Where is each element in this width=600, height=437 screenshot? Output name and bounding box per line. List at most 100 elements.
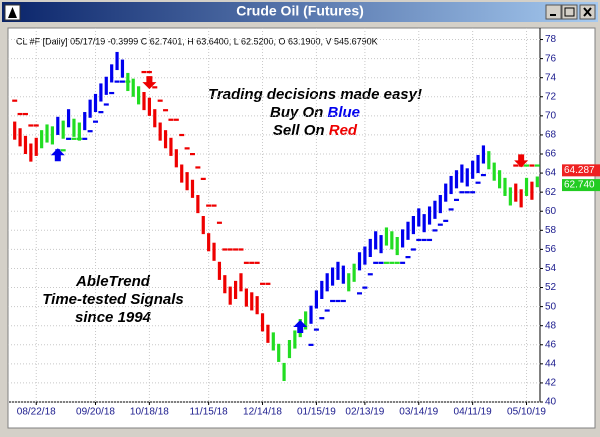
stop-dot — [254, 261, 260, 264]
x-tick-label: 02/13/19 — [345, 407, 384, 418]
stop-dot — [529, 164, 535, 167]
y-tick-label: 74 — [545, 72, 557, 83]
stop-dot — [114, 80, 120, 83]
x-tick-label: 04/11/19 — [454, 407, 493, 418]
stop-dot — [421, 238, 427, 242]
y-tick-label: 62 — [545, 187, 557, 198]
y-tick-label: 42 — [545, 378, 557, 389]
annotation: since 1994 — [75, 309, 152, 326]
stop-dot — [443, 219, 449, 222]
sell-arrow — [142, 76, 157, 90]
price-tag-label: 62.740 — [564, 180, 595, 191]
x-tick-label: 12/14/18 — [243, 407, 282, 418]
stop-dot — [416, 238, 422, 242]
stop-dot — [195, 166, 201, 169]
stop-dot — [243, 261, 249, 264]
stop-dot — [464, 191, 470, 194]
stop-dot — [66, 137, 72, 140]
stop-dot — [308, 343, 314, 346]
stop-dot — [200, 177, 206, 180]
y-tick-label: 66 — [545, 149, 557, 160]
annotation: AbleTrend — [75, 273, 151, 290]
maximize-glyph — [564, 7, 575, 17]
stop-dot — [146, 70, 152, 74]
stop-dot — [227, 248, 233, 251]
stop-dot — [453, 198, 459, 201]
stop-dot — [87, 130, 93, 133]
y-tick-label: 58 — [545, 225, 557, 236]
stop-dot — [222, 248, 228, 251]
close-glyph — [583, 7, 592, 17]
stop-dot — [330, 299, 336, 303]
stop-dot — [22, 112, 28, 116]
annotation: Buy On Blue — [270, 104, 360, 121]
stop-dot — [480, 173, 486, 177]
annotation-part: Buy On — [270, 104, 323, 121]
stop-dot — [432, 229, 438, 232]
stop-dot — [163, 109, 169, 112]
stop-dot — [319, 317, 325, 320]
stop-dot — [524, 164, 530, 167]
y-tick-label: 60 — [545, 206, 557, 217]
price-tag — [562, 164, 600, 177]
annotation: Time-tested Signals — [42, 291, 183, 308]
y-tick-label: 48 — [545, 320, 557, 331]
stop-dot — [82, 137, 88, 140]
y-tick-label: 54 — [545, 263, 557, 274]
stop-dot — [260, 282, 266, 285]
stop-dot — [233, 248, 239, 251]
stop-dot — [93, 120, 99, 123]
window-title: Crude Oil (Futures) — [236, 3, 364, 19]
stop-dot — [410, 248, 416, 251]
y-tick-label: 50 — [545, 301, 557, 312]
stop-dot — [179, 133, 185, 137]
stop-dot — [17, 112, 23, 116]
stop-dot — [437, 223, 443, 226]
stop-dot — [184, 147, 190, 150]
y-tick-label: 78 — [545, 34, 557, 45]
stop-dot — [373, 261, 379, 264]
price-tag-label: 64.287 — [564, 165, 595, 176]
stop-dot — [340, 299, 346, 303]
stop-dot — [470, 191, 476, 194]
stop-dot — [168, 118, 174, 121]
app-icon-glyph — [8, 7, 17, 18]
x-tick-label: 05/10/19 — [507, 407, 546, 418]
y-tick-label: 72 — [545, 91, 557, 102]
stop-dot — [335, 299, 341, 303]
buy-arrow — [293, 319, 308, 333]
maximize-button[interactable] — [561, 4, 578, 20]
price-tag — [562, 179, 600, 192]
stop-dot — [383, 261, 389, 264]
y-tick-label: 76 — [545, 53, 557, 64]
annotation: Trading decisions made easy! — [208, 86, 422, 103]
stop-dot — [152, 86, 158, 89]
y-tick-label: 40 — [545, 397, 557, 408]
stop-dot — [33, 124, 39, 127]
annotation-part: Red — [329, 122, 358, 139]
stop-dot — [12, 99, 18, 102]
stop-dot — [313, 328, 319, 331]
stop-dot — [265, 282, 271, 285]
x-tick-label: 03/14/19 — [399, 407, 438, 418]
y-tick-label: 44 — [545, 358, 557, 369]
annotation-part: Blue — [328, 104, 361, 121]
stop-dot — [189, 153, 195, 156]
x-tick-label: 08/22/18 — [17, 407, 56, 418]
stop-dot — [534, 164, 540, 167]
minimize-button[interactable] — [545, 4, 562, 20]
y-tick-label: 68 — [545, 130, 557, 141]
stop-dot — [141, 70, 147, 74]
stop-dot — [405, 256, 411, 259]
y-tick-label: 56 — [545, 244, 557, 255]
stop-dot — [427, 238, 433, 242]
stop-dot — [475, 181, 481, 184]
stop-dot — [513, 164, 519, 167]
stop-dot — [394, 261, 400, 264]
stop-dot — [216, 221, 222, 224]
y-tick-label: 52 — [545, 282, 557, 293]
stop-dot — [249, 261, 255, 264]
x-tick-label: 09/20/18 — [76, 407, 115, 418]
stop-dot — [367, 273, 373, 276]
